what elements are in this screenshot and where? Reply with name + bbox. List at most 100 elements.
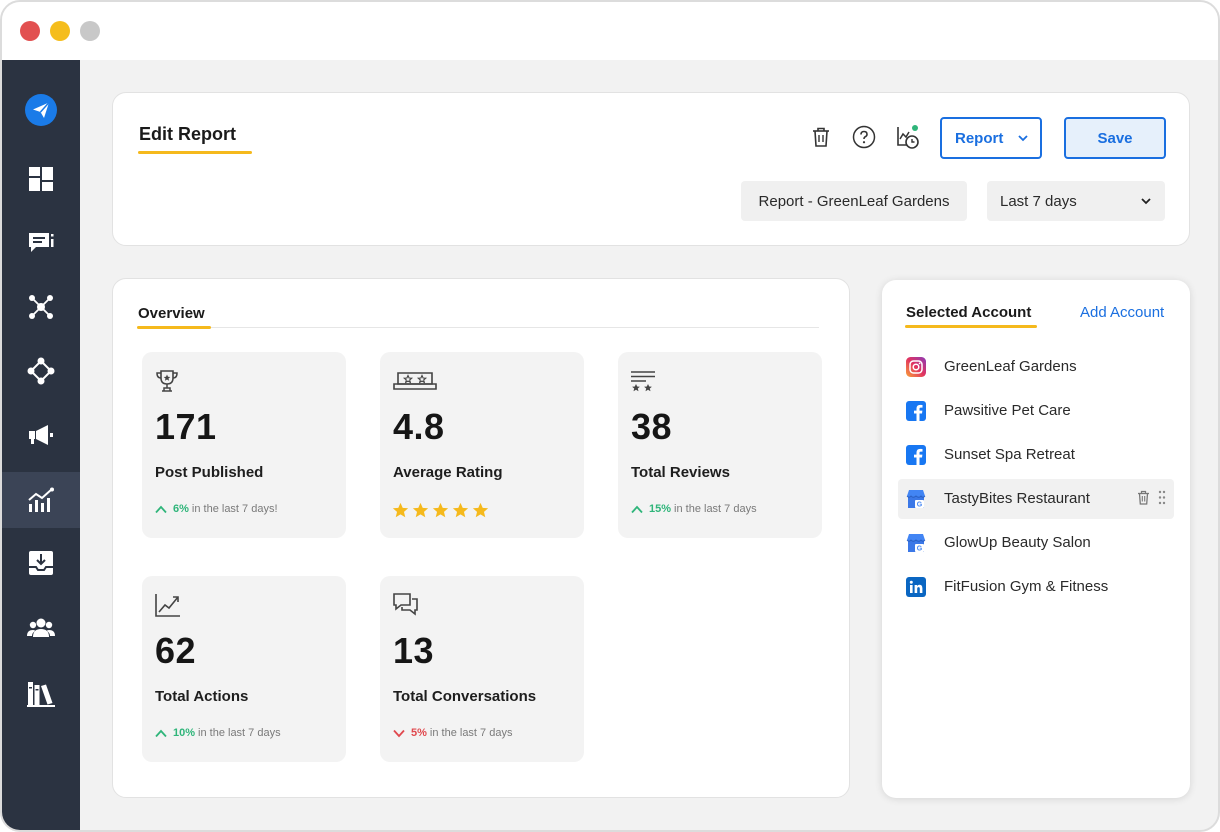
trophy-icon <box>156 370 178 392</box>
sidebar-item-team[interactable] <box>2 600 80 656</box>
stat-label: Average Rating <box>393 464 503 481</box>
account-name: GreenLeaf Gardens <box>944 358 1077 375</box>
stat-label: Total Actions <box>155 688 249 705</box>
sidebar-item-dashboard[interactable] <box>2 151 80 207</box>
arrow-up-icon <box>631 505 643 513</box>
trend-chart-icon <box>155 594 180 617</box>
stat-tile-actions: 62 Total Actions 10% in the last 7 days <box>142 576 346 762</box>
stat-change-percent: 5% <box>411 727 427 739</box>
library-books-icon <box>27 682 55 707</box>
report-header-card: Edit Report <box>112 92 1190 246</box>
stat-label: Post Published <box>155 464 264 481</box>
stat-change-text: in the last 7 days <box>429 727 513 739</box>
stat-change: 10% in the last 7 days <box>155 727 281 739</box>
stat-tile-reviews: 38 Total Reviews 15% in the last 7 days <box>618 352 822 538</box>
report-dropdown-label: Report <box>955 129 1004 147</box>
conversation-icon <box>393 593 418 616</box>
account-name: FitFusion Gym & Fitness <box>944 578 1109 595</box>
star-icon <box>392 502 409 518</box>
add-account-link[interactable]: Add Account <box>1080 304 1165 321</box>
trash-icon <box>813 127 829 147</box>
paper-plane-logo-icon <box>25 94 57 126</box>
arrow-up-icon <box>155 505 167 513</box>
dashboard-grid-icon <box>29 167 53 191</box>
minimize-window-button[interactable] <box>50 21 70 41</box>
account-name: GlowUp Beauty Salon <box>944 534 1091 551</box>
stat-change: 15% in the last 7 days <box>631 503 757 515</box>
trash-icon[interactable] <box>1137 490 1150 505</box>
stat-change: 5% in the last 7 days <box>393 727 512 739</box>
team-icon <box>27 618 55 637</box>
chat-list-icon <box>29 233 54 252</box>
account-row[interactable]: FitFusion Gym & Fitness <box>898 567 1174 607</box>
sidebar-item-library[interactable] <box>2 665 80 721</box>
account-row[interactable]: Sunset Spa Retreat <box>898 435 1174 475</box>
close-window-button[interactable] <box>20 21 40 41</box>
page-title: Edit Report <box>139 124 236 144</box>
account-name: TastyBites Restaurant <box>944 490 1090 507</box>
date-range-select[interactable]: Last 7 days <box>987 181 1165 221</box>
facebook-icon <box>906 401 926 421</box>
maximize-window-button[interactable] <box>80 21 100 41</box>
account-row[interactable]: G TastyBites Restaurant <box>898 479 1174 519</box>
stat-value: 171 <box>155 406 217 447</box>
report-name-field[interactable]: Report - GreenLeaf Gardens <box>741 181 967 221</box>
account-name: Sunset Spa Retreat <box>944 446 1075 463</box>
stat-value: 13 <box>393 630 435 671</box>
sidebar-item-analytics[interactable] <box>2 472 80 528</box>
account-row[interactable]: GreenLeaf Gardens <box>898 347 1174 387</box>
sidebar-item-engage[interactable] <box>2 343 80 399</box>
network-icon <box>29 295 53 319</box>
stat-tile-rating: 4.8 Average Rating <box>380 352 584 538</box>
inbox-download-icon <box>29 551 53 575</box>
arrow-up-icon <box>155 729 167 737</box>
account-row[interactable]: Pawsitive Pet Care <box>898 391 1174 431</box>
help-button[interactable] <box>850 123 878 151</box>
google-business-icon: G <box>906 490 926 509</box>
star-icon <box>432 502 449 518</box>
stat-change-percent: 10% <box>173 727 196 739</box>
star-icon <box>452 502 469 518</box>
stat-value: 38 <box>631 406 673 447</box>
google-business-icon: G <box>906 534 926 553</box>
stat-change-percent: 15% <box>649 503 672 515</box>
facebook-icon <box>906 445 926 465</box>
schedule-chart-icon <box>897 125 919 149</box>
star-icon <box>412 502 429 518</box>
save-button[interactable]: Save <box>1064 117 1166 159</box>
stat-label: Total Reviews <box>631 464 730 481</box>
sidebar-item-campaigns[interactable] <box>2 407 80 463</box>
stat-change-percent: 6% <box>173 503 189 515</box>
star-icon <box>472 502 489 518</box>
analytics-chart-icon <box>28 487 54 512</box>
reviews-icon <box>631 371 655 392</box>
report-dropdown-button[interactable]: Report <box>940 117 1042 159</box>
overview-card: Overview 171 Post Published 6% in the la… <box>112 278 850 798</box>
account-row-actions <box>1137 490 1166 505</box>
selected-account-underline <box>905 325 1037 328</box>
arrow-down-icon <box>393 729 405 737</box>
instagram-icon <box>906 357 926 377</box>
stat-change: 6% in the last 7 days! <box>155 503 278 515</box>
schedule-report-button[interactable] <box>893 123 921 151</box>
sidebar-item-home[interactable] <box>2 82 80 138</box>
sidebar <box>2 60 80 830</box>
stat-tile-conversations: 13 Total Conversations 5% in the last 7 … <box>380 576 584 762</box>
stat-change-text: in the last 7 days <box>674 503 757 515</box>
sidebar-item-downloads[interactable] <box>2 535 80 591</box>
svg-text:G: G <box>917 546 923 553</box>
sidebar-item-inbox[interactable] <box>2 215 80 271</box>
title-bar <box>2 2 1218 60</box>
help-icon <box>852 125 876 149</box>
drag-handle-icon[interactable] <box>1158 490 1166 505</box>
account-row[interactable]: G GlowUp Beauty Salon <box>898 523 1174 563</box>
delete-report-button[interactable] <box>807 123 835 151</box>
sidebar-item-network[interactable] <box>2 279 80 335</box>
linkedin-icon <box>906 577 926 597</box>
stat-value: 4.8 <box>393 406 445 447</box>
overview-divider <box>211 327 819 328</box>
rating-badge-icon <box>393 372 437 390</box>
stat-label: Total Conversations <box>393 688 537 705</box>
overview-underline <box>137 326 211 329</box>
megaphone-icon <box>29 425 53 445</box>
